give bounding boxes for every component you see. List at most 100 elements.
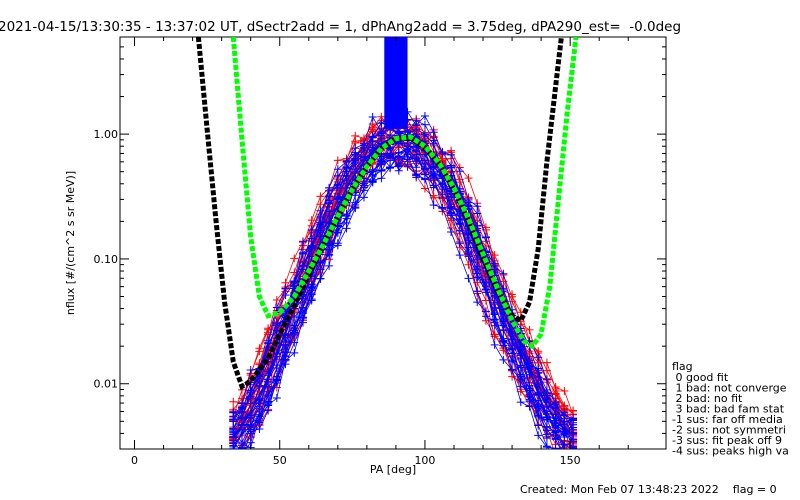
- x-tick-label: 50: [273, 454, 287, 467]
- series-blue-point: [316, 258, 325, 267]
- series-blue-point: [525, 386, 534, 395]
- series-blue-point: [473, 255, 482, 264]
- series-blue-point: [333, 241, 342, 250]
- series-blue-point: [368, 113, 377, 122]
- series-blue-point: [246, 365, 255, 374]
- series-red-point: [333, 156, 342, 165]
- series-blue-point: [429, 181, 438, 190]
- series-blue-point: [237, 439, 246, 448]
- series-blue-trace: [241, 148, 561, 449]
- series-blue-point: [368, 132, 377, 141]
- series-blue-point: [325, 183, 334, 192]
- series-blue-point: [473, 202, 482, 211]
- series-blue-trace: [232, 148, 574, 449]
- series-blue-point: [229, 412, 238, 421]
- series-blue-point: [255, 412, 264, 421]
- series-blue-point: [377, 131, 386, 140]
- series-blue-point: [551, 444, 560, 449]
- series-blue-point: [290, 348, 299, 357]
- series-blue-point: [377, 160, 386, 169]
- series-blue-point: [229, 454, 237, 462]
- series-blue-point: [499, 355, 508, 364]
- series-blue-point: [246, 420, 255, 429]
- series-blue-point: [438, 190, 447, 199]
- series-blue-point: [403, 155, 412, 164]
- series-blue-point: [386, 156, 395, 165]
- series-red-trace: [232, 119, 574, 435]
- series-blue-point: [307, 280, 316, 289]
- series-blue-point: [447, 227, 456, 236]
- series-blue-point: [298, 303, 307, 312]
- legend-entry: -3 sus: fit peak off 9: [672, 434, 782, 447]
- series-blue-trace: [232, 150, 572, 449]
- series-blue-point: [412, 146, 421, 155]
- axes: 0 50 100 150 0.01 0.10 1.00: [94, 36, 666, 467]
- series-blue-point: [481, 285, 490, 294]
- series-blue-point: [386, 144, 395, 153]
- series-blue-measurements: [229, 107, 578, 462]
- series-blue-point: [238, 449, 246, 457]
- footer-text: Created: Mon Feb 07 13:48:23 2022 flag =…: [520, 483, 777, 496]
- legend-entry: -1 sus: far off media: [672, 413, 783, 426]
- series-blue-point: [281, 344, 290, 353]
- series-blue-point: [307, 243, 316, 252]
- chart-title: 2021-04-15/13:30:35 - 13:37:02 UT, dSect…: [0, 19, 681, 35]
- series-blue-point: [412, 163, 421, 172]
- series-blue-point: [542, 375, 551, 384]
- series-red-point: [290, 254, 299, 263]
- series-blue-point: [237, 429, 246, 438]
- legend-entry: -4 sus: peaks high va: [672, 445, 789, 458]
- series-red-point: [542, 366, 551, 375]
- series-blue-point: [333, 165, 342, 174]
- fit-curve-green: [230, 37, 579, 350]
- series-blue-point: [438, 203, 447, 212]
- series-blue-point: [534, 402, 543, 411]
- series-blue-point: [420, 120, 429, 129]
- series-blue-point: [516, 398, 525, 407]
- series-blue-point: [455, 239, 464, 248]
- series-blue-point: [551, 435, 560, 444]
- series-blue-point: [351, 200, 360, 209]
- y-axis-label: nflux [#/(cm^2 s sr MeV)]: [64, 171, 77, 315]
- series-red-point: [551, 390, 560, 399]
- series-blue-trace: [240, 153, 564, 449]
- series-blue-point: [447, 162, 456, 171]
- series-blue-point: [368, 143, 377, 152]
- series-blue-point: [255, 382, 264, 391]
- series-blue-point: [447, 202, 456, 211]
- series-blue-point: [255, 425, 264, 434]
- series-blue-point: [508, 357, 517, 366]
- series-blue-point: [455, 251, 464, 260]
- series-blue-point: [455, 167, 464, 176]
- series-blue-point: [359, 193, 368, 202]
- series-blue-band: [384, 37, 408, 129]
- series-blue-point: [298, 314, 307, 323]
- series-blue-trace: [237, 148, 574, 449]
- legend-entry: -2 sus: not symmetri: [672, 424, 786, 437]
- series-red-point: [255, 347, 264, 356]
- series-blue-point: [229, 427, 238, 436]
- series-blue-point: [563, 446, 565, 449]
- series-red-point: [508, 297, 517, 306]
- series-blue-point: [368, 167, 377, 176]
- series-red-point: [490, 332, 499, 341]
- series-red-point: [316, 192, 325, 201]
- series-blue-point: [420, 112, 429, 121]
- series-blue-point: [307, 289, 316, 298]
- series-blue-point: [473, 209, 482, 218]
- series-red-point: [272, 296, 281, 305]
- series-blue-point: [351, 154, 360, 163]
- series-red-point: [481, 296, 490, 305]
- series-blue-point: [542, 430, 551, 439]
- series-blue-point: [359, 181, 368, 190]
- series-blue-point: [237, 407, 246, 416]
- series-blue-point: [429, 200, 438, 209]
- series-blue-point: [473, 298, 482, 307]
- series-blue-point: [377, 119, 386, 128]
- series-red-trace: [232, 145, 574, 449]
- series-blue-point: [359, 141, 368, 150]
- series-red-trace: [232, 149, 574, 449]
- x-tick-label: 150: [560, 454, 581, 467]
- legend: flag 0 good fit 1 bad: not converge 2 ba…: [672, 360, 789, 458]
- series-blue-point: [455, 226, 464, 235]
